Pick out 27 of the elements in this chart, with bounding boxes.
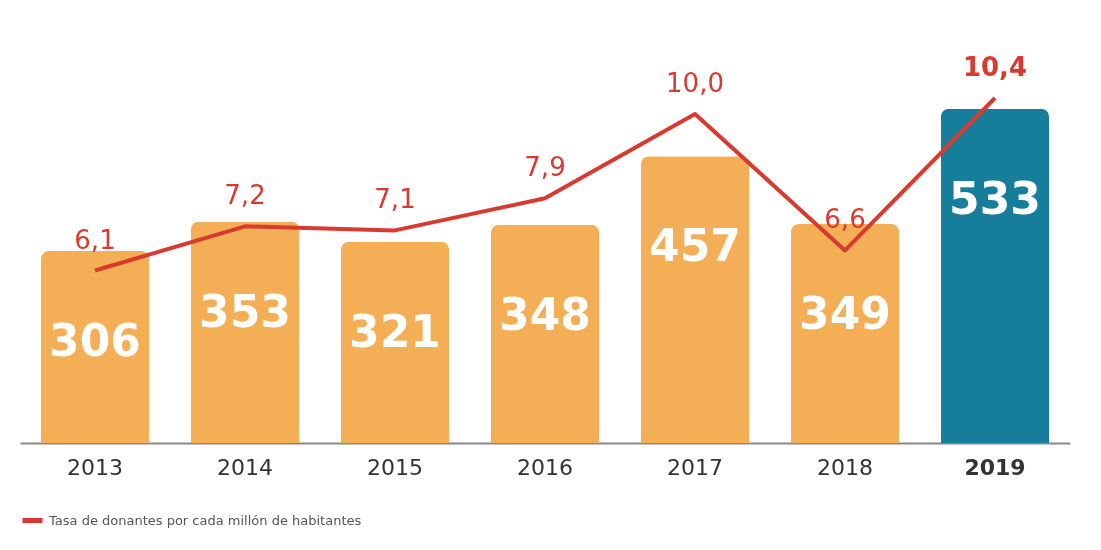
data-label: 7,2 <box>224 180 266 211</box>
x-tick-label: 2014 <box>217 454 273 480</box>
x-tick-label: 2018 <box>817 454 873 480</box>
bar <box>191 221 299 443</box>
data-label: 321 <box>349 305 441 357</box>
x-tick-label: 2017 <box>667 454 723 480</box>
data-label: 533 <box>949 172 1041 224</box>
data-label: 457 <box>649 220 741 272</box>
data-label: 6,1 <box>74 224 116 255</box>
x-tick-label: 2013 <box>67 454 123 480</box>
bar <box>641 156 749 443</box>
bar <box>491 224 599 443</box>
x-tick-label: 2019 <box>964 454 1026 480</box>
data-label: 7,9 <box>524 152 566 183</box>
data-label: 349 <box>799 288 891 340</box>
bar <box>941 108 1049 443</box>
legend-label: Tasa de donantes por cada millón de habitantes <box>48 512 362 528</box>
data-label: 10,4 <box>962 52 1028 82</box>
bar <box>341 241 449 443</box>
data-label: 348 <box>499 288 591 340</box>
data-label: 10,0 <box>666 68 724 99</box>
x-tick-label: 2015 <box>367 454 423 480</box>
x-tick-label: 2016 <box>517 454 573 480</box>
bar <box>41 251 149 443</box>
data-label: 353 <box>199 285 291 337</box>
data-label: 306 <box>49 315 141 367</box>
data-label: 7,1 <box>374 184 416 215</box>
